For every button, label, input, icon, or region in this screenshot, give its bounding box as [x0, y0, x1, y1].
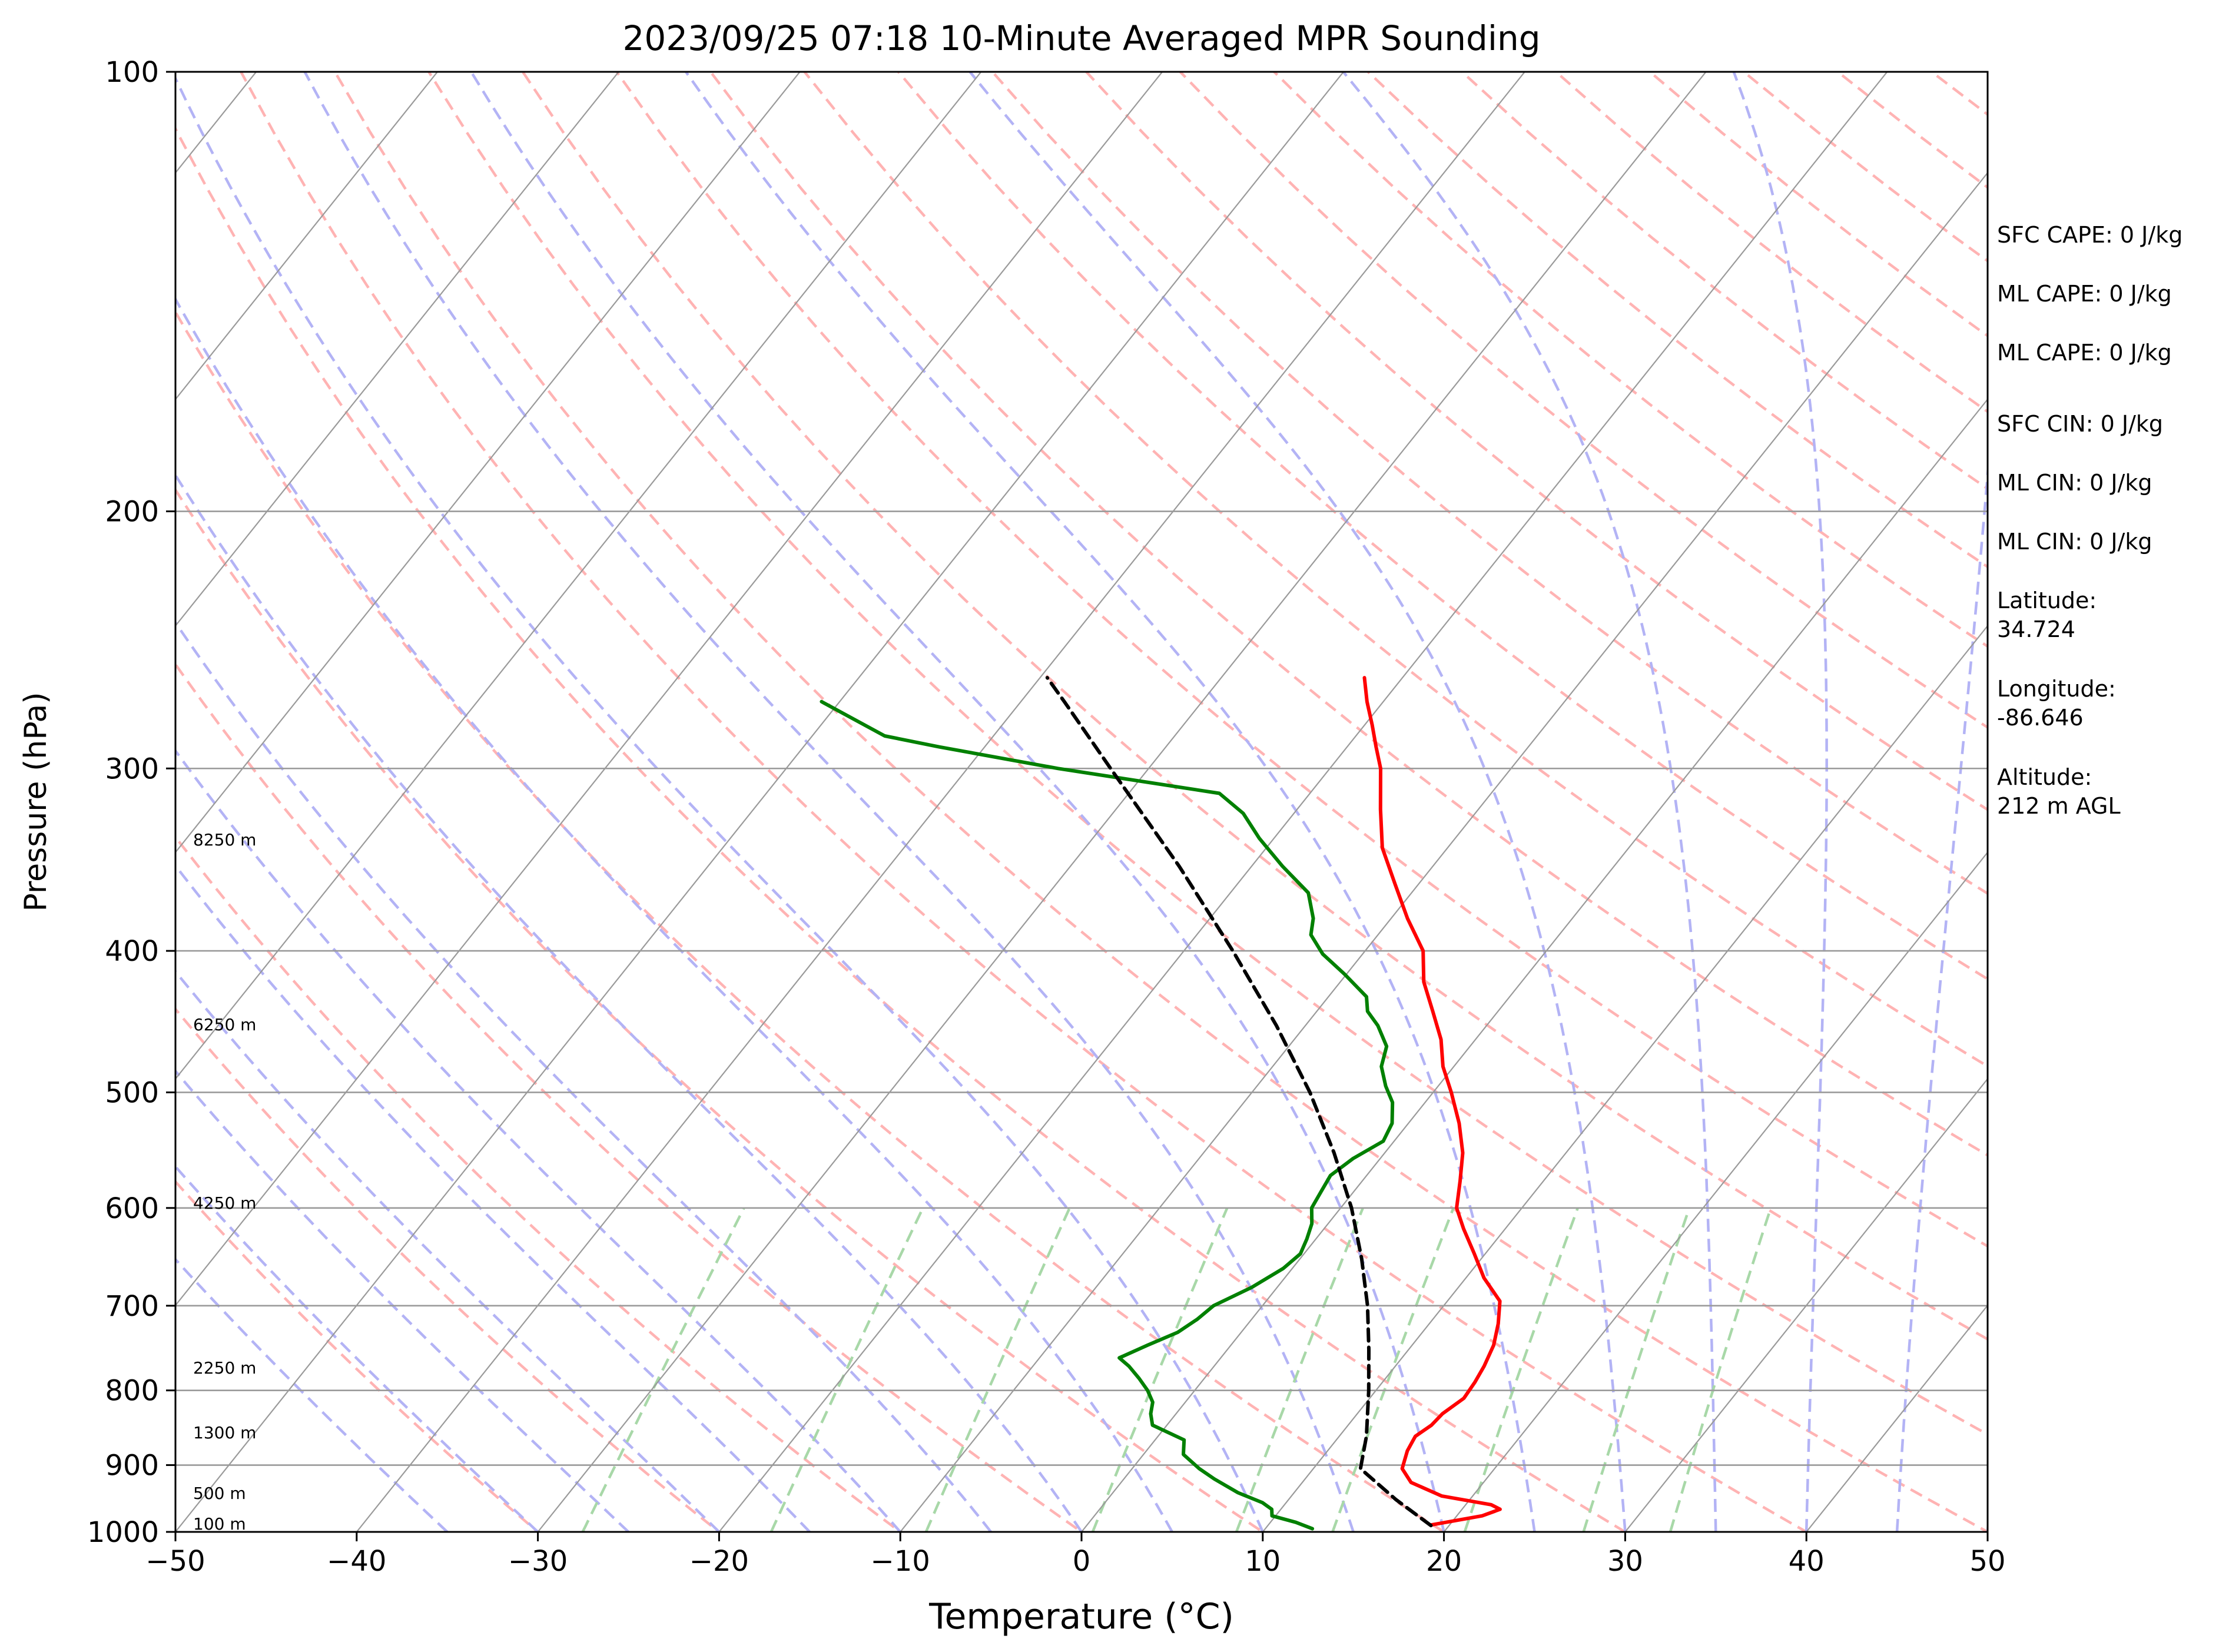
dewpoint-profile — [820, 699, 1395, 1531]
stats-text: Latitude: — [1997, 588, 2097, 613]
stats-text: SFC CAPE: 0 J/kg — [1997, 222, 2182, 248]
y-tick-label: 600 — [105, 1192, 159, 1225]
x-tick-label: −50 — [145, 1545, 205, 1578]
moist-adiabat-line — [175, 1165, 539, 1532]
height-labels: 100 m 500 m 1300 m 2250 m 4250 m 6250 m 8250 m — [193, 830, 256, 1534]
x-axis-label: Temperature (°C) — [928, 1596, 1234, 1637]
height-label: 4250 m — [193, 1193, 256, 1213]
dry-adiabat-line — [175, 487, 1265, 1532]
x-tick-label: −20 — [689, 1545, 749, 1578]
isotherm-line — [900, 171, 1988, 1532]
moist-adiabat-line — [1342, 72, 1717, 1532]
isotherm-line — [718, 72, 1888, 1532]
stats-text: ML CIN: 0 J/kg — [1997, 470, 2152, 496]
y-tick-label: 400 — [105, 935, 159, 968]
mixing-ratio-line — [581, 1207, 745, 1532]
temperature-profile — [1362, 676, 1502, 1527]
x-tick-label: 10 — [1245, 1545, 1281, 1578]
stats-text: -86.646 — [1997, 705, 2084, 731]
stats-text: Altitude: — [1997, 764, 2092, 790]
isotherm-line — [1624, 1077, 1988, 1532]
stats-text: ML CIN: 0 J/kg — [1997, 529, 2152, 555]
x-tick-label: 30 — [1607, 1545, 1643, 1578]
height-label: 100 m — [193, 1514, 246, 1534]
isotherm-line — [1443, 851, 1988, 1532]
dry-adiabat-line — [175, 1007, 722, 1532]
dry-adiabat-line — [522, 72, 1988, 1341]
y-tick-label: 900 — [105, 1449, 159, 1482]
x-tick-label: −40 — [327, 1545, 386, 1578]
x-tick-label: −10 — [871, 1545, 930, 1578]
y-tick-label: 200 — [105, 496, 159, 529]
moist-adiabat-line — [1732, 72, 1828, 1532]
moist-adiabat-line — [175, 969, 720, 1532]
dry-adiabat-line — [897, 72, 1988, 981]
moist-adiabat-line — [175, 620, 992, 1532]
mixing-ratio-line — [769, 1207, 924, 1532]
isotherm-line — [175, 72, 438, 401]
moist-adiabat-line — [175, 863, 811, 1532]
y-tick-label: 100 — [105, 56, 159, 89]
x-tick-label: 0 — [1073, 1545, 1091, 1578]
moist-adiabat-line — [470, 72, 1445, 1532]
isotherm-line — [175, 72, 982, 1080]
moist-adiabat-line — [175, 472, 1083, 1532]
moist-adiabat-line — [175, 75, 1264, 1532]
chart-title: 2023/09/25 07:18 10-Minute Averaged MPR … — [622, 18, 1540, 58]
isotherm-line — [175, 72, 801, 854]
stats-text: 34.724 — [1997, 616, 2075, 642]
height-label: 8250 m — [193, 830, 256, 850]
height-label: 6250 m — [193, 1015, 256, 1034]
dry-adiabat-line — [1179, 72, 1988, 729]
isotherm-line — [537, 72, 1707, 1532]
background-lines — [175, 72, 1988, 1532]
moist-adiabat-line — [685, 72, 1536, 1532]
dry-adiabat-line — [240, 72, 1809, 1532]
dry-adiabat-line — [175, 309, 1447, 1532]
stats-text: ML CAPE: 0 J/kg — [1997, 340, 2172, 366]
data-lines — [820, 676, 1502, 1531]
x-tick-label: 50 — [1969, 1545, 2005, 1578]
dry-adiabat-line — [175, 125, 1628, 1532]
isotherm-line — [175, 72, 1163, 1307]
moist-adiabat-line — [1895, 458, 1988, 1532]
moist-adiabat-line — [303, 72, 1355, 1532]
y-tick-label: 500 — [105, 1076, 159, 1109]
dry-adiabat-line — [615, 72, 1988, 1248]
moist-adiabat-line — [175, 296, 1173, 1532]
dry-adiabat-line — [427, 72, 1988, 1437]
y-axis-label: Pressure (hPa) — [18, 692, 54, 912]
moist-adiabat-line — [175, 1069, 630, 1532]
stats-text: SFC CIN: 0 J/kg — [1997, 411, 2163, 437]
stats-text: Longitude: — [1997, 676, 2116, 702]
moist-adiabat-line — [175, 748, 901, 1532]
moist-adiabat-line — [175, 1257, 449, 1532]
stats-text: 212 m AGL — [1997, 793, 2121, 819]
mixing-ratio-line — [924, 1207, 1071, 1532]
height-label: 500 m — [193, 1484, 246, 1503]
x-tick-label: 20 — [1426, 1545, 1462, 1578]
x-tick-label: 40 — [1789, 1545, 1825, 1578]
axes: −50 −40 −30 −20 −10 0 10 20 30 40 50 100 200 300 400 50… — [87, 56, 2006, 1578]
isotherm-line — [1081, 398, 1988, 1532]
y-tick-label: 700 — [105, 1290, 159, 1323]
height-label: 1300 m — [193, 1423, 256, 1442]
isotherm-line — [1262, 625, 1988, 1532]
isotherm-line — [356, 72, 1525, 1532]
parcel-profile — [1045, 676, 1433, 1528]
x-tick-label: −30 — [508, 1545, 568, 1578]
height-label: 2250 m — [193, 1358, 256, 1378]
y-tick-label: 300 — [105, 752, 159, 785]
dry-adiabat-line — [803, 72, 1988, 1068]
y-tick-label: 800 — [105, 1375, 159, 1408]
dry-adiabat-line — [175, 662, 1084, 1532]
y-tick-label: 1000 — [87, 1516, 159, 1549]
stats-panel: SFC CAPE: 0 J/kg ML CAPE: 0 J/kg ML CAPE: … — [1997, 222, 2182, 819]
stats-text: ML CAPE: 0 J/kg — [1997, 281, 2172, 307]
dry-adiabat-line — [1085, 72, 1988, 811]
isotherm-line — [175, 72, 1344, 1532]
isotherm-line — [175, 72, 619, 627]
